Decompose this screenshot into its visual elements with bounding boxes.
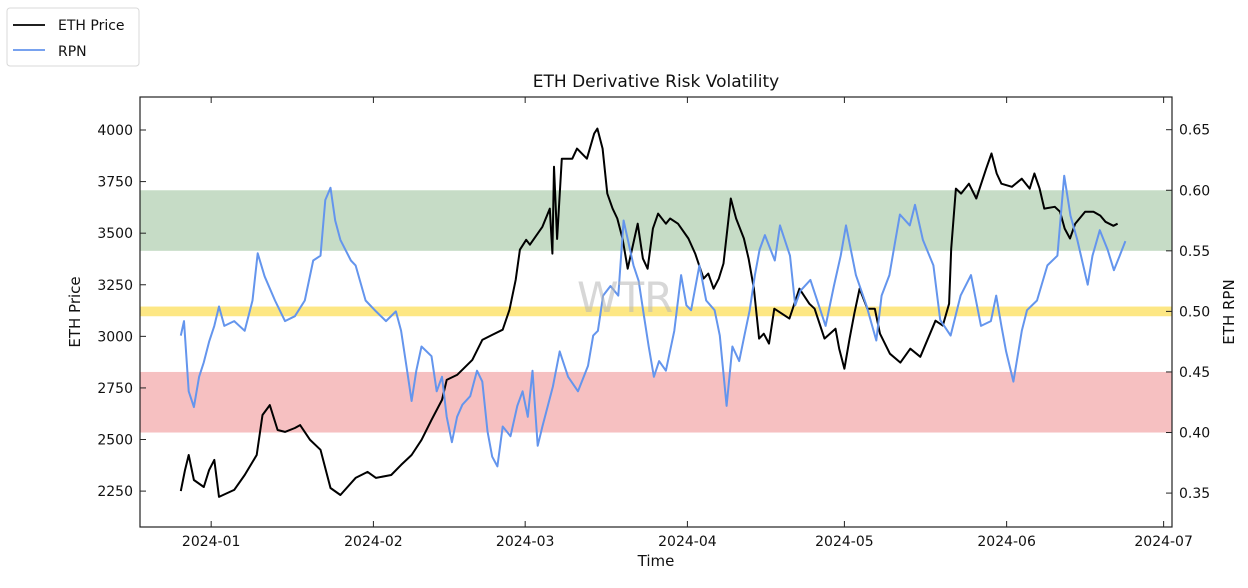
band-red-zone [140,371,1172,433]
x-tick-label: 2024-05 [815,534,874,550]
x-tick-label: 2024-07 [1134,534,1193,550]
left-y-tick-label: 2250 [97,484,133,500]
left-y-axis: 2250 2500 2750 3000 3250 3500 3750 4000 [97,123,146,500]
right-y-tick-label: 0.40 [1179,426,1210,442]
x-tick-label: 2024-02 [344,534,403,550]
left-y-tick-label: 3750 [97,175,133,191]
legend-box [6,7,140,67]
series-layer [179,127,1127,498]
legend: ETH Price RPN [6,7,140,67]
left-y-tick-label: 4000 [97,123,133,139]
series-rpn [179,174,1127,468]
watermark: WTR [577,273,673,322]
x-tick-label: 2024-06 [977,534,1036,550]
x-tick-label: 2024-01 [182,534,241,550]
left-y-tick-label: 2500 [97,433,133,449]
left-y-tick-label: 3500 [97,226,133,242]
right-y-tick-label: 0.35 [1179,486,1210,502]
left-y-axis-title: ETH Price [66,276,84,347]
plot-frame [139,96,1173,528]
x-axis: 2024-01 2024-02 2024-03 2024-04 2024-05 2024-… [182,97,1193,550]
left-y-tick-label: 3250 [97,278,133,294]
right-y-axis: 0.35 0.40 0.45 0.50 0.55 0.60 0.65 [1166,123,1210,502]
x-tick-label: 2024-04 [658,534,717,550]
right-y-tick-label: 0.50 [1179,304,1210,320]
right-y-tick-label: 0.65 [1179,123,1210,139]
chart-title: ETH Derivative Risk Volatility [533,72,779,92]
x-axis-title: Time [637,552,675,570]
series-eth-price [179,127,1119,498]
right-y-axis-title: ETH RPN [1220,279,1238,344]
left-y-tick-label: 2750 [97,381,133,397]
right-y-tick-label: 0.60 [1179,183,1210,199]
legend-label-rpn: RPN [58,44,87,60]
x-tick-label: 2024-03 [496,534,555,550]
legend-label-eth-price: ETH Price [58,18,125,34]
threshold-bands [140,190,1172,433]
right-y-tick-label: 0.45 [1179,365,1210,381]
band-neutral-line [140,306,1172,317]
right-y-tick-label: 0.55 [1179,244,1210,260]
left-y-tick-label: 3000 [97,329,133,345]
